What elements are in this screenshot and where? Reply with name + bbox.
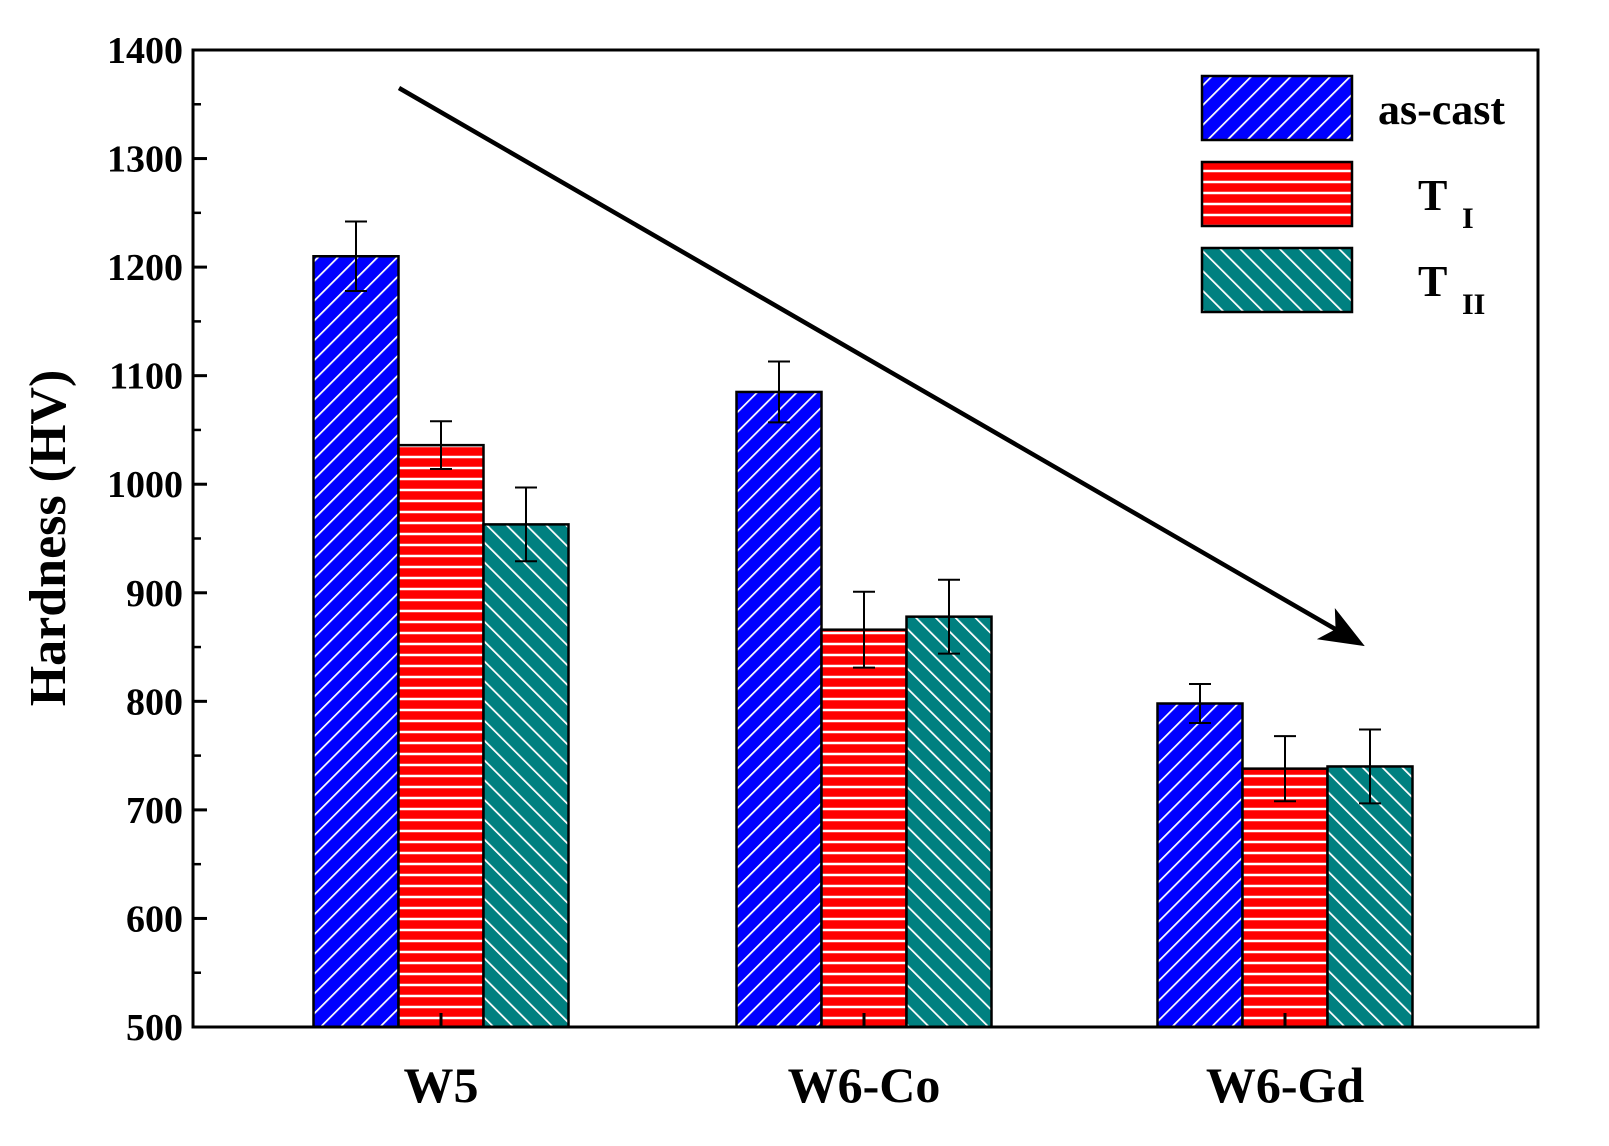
x-category-label-W6-Gd: W6-Gd: [1206, 1057, 1365, 1113]
bar-TII-W6-Gd: [1326, 765, 1414, 1029]
bar-as-cast-W5: [312, 255, 400, 1029]
trend-arrow: [397, 86, 1365, 647]
legend-sublabel-TI: I: [1462, 202, 1474, 235]
y-axis-title: Hardness (HV): [20, 370, 77, 707]
bar-TI-W6-Co: [820, 628, 908, 1029]
bar-TI-W6-Gd: [1241, 767, 1329, 1029]
bar-TII-W6-Co: [905, 615, 993, 1029]
legend-swatch-TII: [1200, 246, 1354, 314]
x-category-label-W5: W5: [404, 1057, 479, 1113]
x-category-label-W6-Co: W6-Co: [788, 1057, 941, 1113]
y-axis: 500 600 700 800 900 1000 1100 1200 1300 1400: [107, 30, 207, 1049]
legend-label-TI: T: [1418, 171, 1447, 220]
y-tick-label: 1300: [107, 139, 183, 181]
legend-label-as-cast: as-cast: [1378, 85, 1505, 134]
y-tick-label: 800: [126, 681, 183, 723]
y-tick-label: 1400: [107, 30, 183, 72]
bar-as-cast-W6-Gd: [1156, 702, 1244, 1029]
y-tick-label: 600: [126, 898, 183, 940]
bar-as-cast-W6-Co: [735, 390, 823, 1029]
y-tick-label: 500: [126, 1007, 183, 1049]
x-axis: W5 W6-Co W6-Gd: [404, 1013, 1365, 1113]
y-tick-label: 900: [126, 573, 183, 615]
bar-TI-W5: [397, 443, 485, 1029]
legend-swatch-TI: [1200, 160, 1354, 228]
annotation-layer: [397, 86, 1365, 647]
y-tick-label: 1000: [107, 464, 183, 506]
error-bars-layer: [345, 220, 1381, 805]
legend-swatch-as-cast: [1200, 74, 1354, 142]
y-tick-label: 1100: [109, 356, 183, 398]
legend-label-TII: T: [1418, 257, 1447, 306]
legend: as-cast T IT II: [1200, 74, 1505, 321]
bar-TII-W5: [482, 523, 570, 1029]
legend-sublabel-TII: II: [1462, 288, 1485, 321]
y-tick-label: 700: [126, 790, 183, 832]
y-tick-label: 1200: [107, 247, 183, 289]
